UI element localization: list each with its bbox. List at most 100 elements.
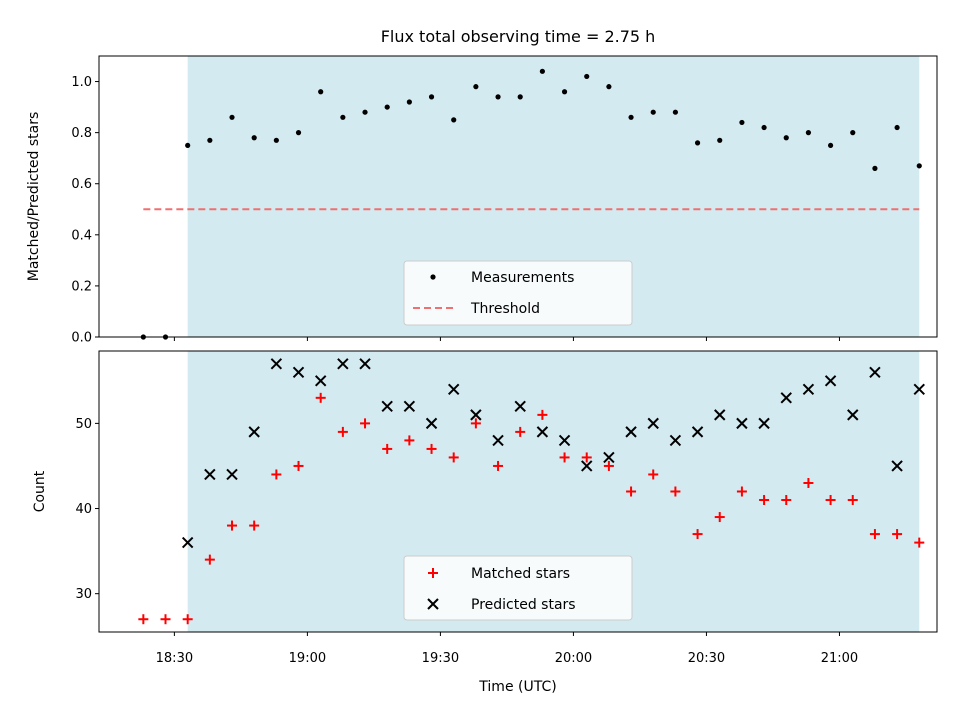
matched-star-point [559,452,570,463]
predicted-star-point [625,426,637,438]
predicted-star-point [314,375,327,387]
measurement-point [384,104,390,110]
measurement-point [295,130,302,136]
matched-star-point [382,443,393,454]
predicted-star-point [891,460,903,472]
bottom-panel: 30 40 50 18:30 19:00 19:30 20:00 20:30 21:00 Co… [32,350,938,695]
measurement-point [451,117,457,123]
matched-star-point [692,529,703,540]
legend-plus [428,568,438,578]
matched-star-point [914,537,925,548]
bottom-legend: Matched stars Predicted stars [403,555,633,621]
matched-star-point [670,486,681,497]
measurement-point [229,114,235,120]
matched-star-point [337,426,348,437]
x-tick-label: 20:00 [555,651,592,666]
measurement-point [473,84,479,90]
top-y-tick-label: 0.4 [71,228,92,243]
measurement-point [539,68,545,74]
matched-star-point [448,452,459,463]
measurement-point [318,89,324,95]
measurement-point [783,135,789,141]
measurement-point [251,135,257,141]
matched-star-point [404,435,415,446]
bottom-y-tick-label: 40 [75,502,92,517]
x-tick-label: 21:00 [821,651,858,666]
matched-star-point [648,469,659,480]
top-panel: 0.0 0.2 0.4 0.6 0.8 1.0 Flux total observing … [26,27,938,346]
measurement-point [185,142,191,149]
measurement-point [916,163,922,169]
measurement-point [761,124,767,131]
predicted-star-point [403,400,416,413]
predicted-star-point [691,426,704,438]
matched-star-point [293,460,304,471]
predicted-star-point [337,358,349,370]
matched-star-point [249,520,260,531]
predicted-star-point [869,366,881,378]
matched-star-point [271,469,282,480]
predicted-star-point [470,409,482,421]
predicted-star-point [381,400,393,413]
legend-threshold-label: Threshold [470,301,540,317]
top-y-tick-label: 0.2 [71,279,92,294]
top-y-tick-label: 0.6 [71,177,92,192]
matched-star-point [736,486,747,497]
predicted-star-point [558,434,571,447]
matched-star-point [182,614,193,625]
measurement-point [894,124,900,131]
matched-star-point [603,460,614,471]
measurement-point [517,94,523,100]
bottom-axes-frame [98,350,938,633]
matched-star-point [781,495,792,506]
matched-star-point [847,495,858,506]
legend-measurements-label: Measurements [471,270,574,286]
matched-star-point [160,614,171,625]
chart-title: Flux total observing time = 2.75 h [381,27,656,46]
predicted-star-point [536,426,549,438]
top-y-tick-label: 0.8 [71,126,92,141]
predicted-star-point [669,434,682,447]
predicted-star-point [824,375,837,387]
predicted-star-point [181,536,194,549]
predicted-star-point [492,434,504,447]
bottom-legend-box [403,555,633,621]
legend-predicted-marker [427,598,439,610]
measurement-point [362,109,368,115]
predicted-star-point [581,460,593,472]
matched-star-point [581,452,592,463]
predicted-star-point [226,468,238,481]
x-axis-label: Time (UTC) [478,679,556,695]
legend-matched-marker [428,568,438,578]
predicted-star-point [780,392,792,404]
legend-matched-label: Matched stars [471,566,570,582]
predicted-star-point [758,417,770,430]
top-legend-box [403,260,633,326]
legend-predicted-label: Predicted stars [471,597,576,613]
matched-star-point [892,529,903,540]
measurement-point [628,114,634,120]
measurement-point [495,94,501,100]
matched-star-point [869,529,880,540]
predicted-star-point [248,426,260,438]
predicted-star-point [603,451,615,464]
matched-star-point [227,520,238,531]
legend-measurements-marker [430,274,436,280]
measurement-point [340,114,346,120]
top-legend: Measurements Threshold [403,260,633,326]
measurement-point [650,109,656,115]
measurement-point [672,109,679,115]
matched-star-point [360,418,371,429]
matched-star-point [493,460,504,471]
measurement-point [561,89,568,95]
measurement-point [273,137,279,143]
x-tick-label: 20:30 [688,651,725,666]
predicted-star-point [847,409,859,421]
measurement-point [207,137,213,143]
measurement-point [694,140,701,146]
matched-star-point [138,614,149,625]
top-y-tick-label: 1.0 [71,75,92,90]
predicted-star-point [913,383,925,396]
top-y-tick-label: 0.0 [71,331,92,346]
matched-star-point [426,443,437,454]
